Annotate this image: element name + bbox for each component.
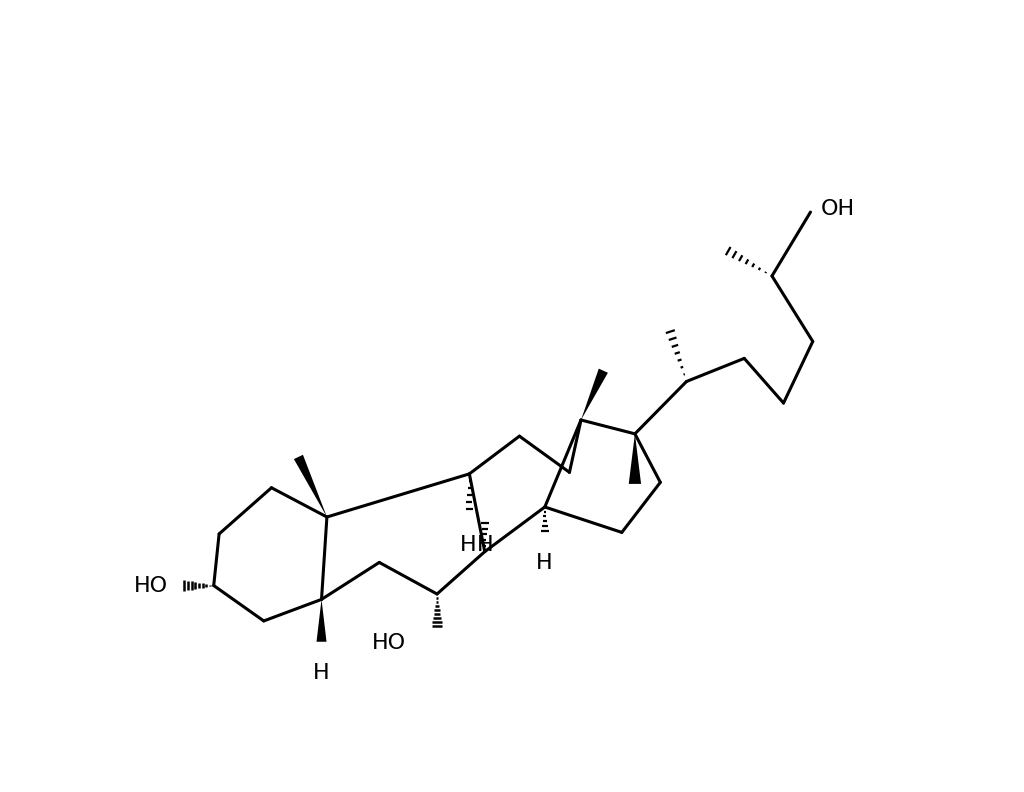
Text: H: H: [536, 553, 552, 573]
Text: H: H: [476, 535, 494, 555]
Polygon shape: [629, 434, 641, 484]
Polygon shape: [316, 600, 327, 642]
Text: H: H: [313, 663, 330, 683]
Polygon shape: [294, 455, 327, 517]
Text: HO: HO: [133, 577, 168, 596]
Text: HO: HO: [372, 634, 407, 653]
Polygon shape: [581, 368, 608, 420]
Text: H: H: [460, 535, 476, 555]
Text: OH: OH: [821, 199, 855, 219]
